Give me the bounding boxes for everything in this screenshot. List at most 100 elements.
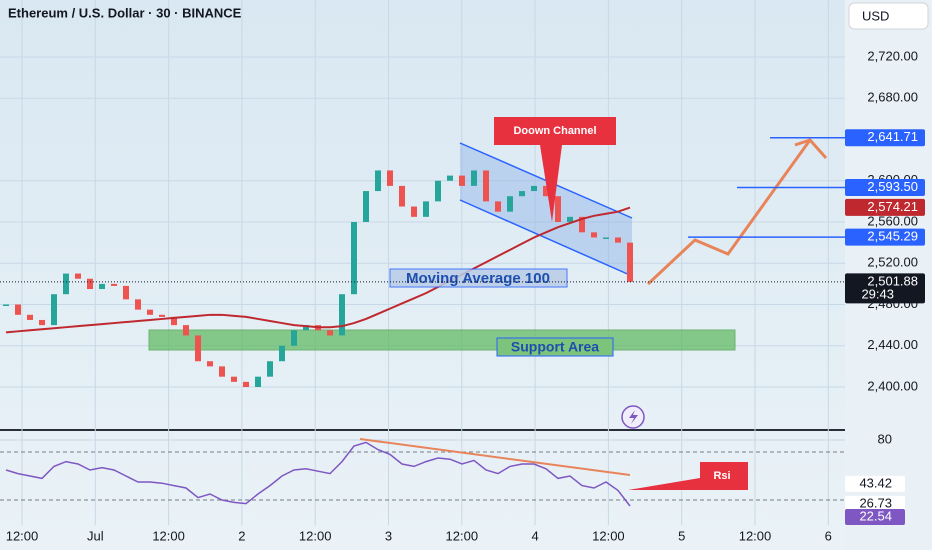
candle xyxy=(543,185,549,197)
rsi-badge xyxy=(845,475,905,492)
support-label-box xyxy=(496,337,614,357)
candle xyxy=(507,196,513,212)
candle xyxy=(15,304,21,315)
time-label: Jul xyxy=(87,528,104,543)
candle xyxy=(219,366,225,377)
price-badge-label: 2,593.50 xyxy=(867,179,918,194)
candle xyxy=(579,216,585,233)
time-label: 6 xyxy=(825,528,832,543)
candle xyxy=(471,170,477,186)
price-badge-label: 2,574.21 xyxy=(867,199,918,214)
price-badge xyxy=(845,178,925,196)
down-channel xyxy=(460,143,632,276)
candle xyxy=(459,175,465,186)
candle xyxy=(63,273,69,295)
rsi-line xyxy=(5,441,631,507)
candle xyxy=(87,278,93,290)
time-label: 4 xyxy=(531,528,538,543)
candle xyxy=(411,206,417,217)
projection xyxy=(646,139,812,286)
candle xyxy=(483,170,489,202)
candle xyxy=(447,175,453,181)
candle xyxy=(339,294,345,336)
moving-average xyxy=(5,206,631,334)
candle xyxy=(207,361,213,367)
price-badge-label: 2,641.71 xyxy=(867,129,918,144)
candle xyxy=(615,237,621,243)
rsi-tick-label: 80 xyxy=(878,431,892,446)
y-tick-label: 2,680.00 xyxy=(867,90,918,105)
callout-text: Doown Channel xyxy=(513,125,596,137)
price-badge xyxy=(845,228,925,246)
time-label: 12:00 xyxy=(6,528,39,543)
candle xyxy=(279,345,285,362)
time-label: 5 xyxy=(678,528,685,543)
lightning-glyph xyxy=(629,410,638,424)
candle xyxy=(555,196,561,222)
callout-text: Rsi xyxy=(713,470,730,482)
candle xyxy=(627,242,633,282)
candle xyxy=(327,330,333,336)
rsi-badge-label: 43.42 xyxy=(859,475,892,490)
candle xyxy=(99,283,105,290)
price-badge xyxy=(845,273,925,304)
ma-label-box xyxy=(389,268,568,288)
rsi-badge-label: 22.54 xyxy=(859,508,892,523)
candle xyxy=(51,294,57,326)
symbol-title: Ethereum / U.S. Dollar · 30 · BINANCE xyxy=(8,5,242,20)
y-tick-label: 2,520.00 xyxy=(867,255,918,270)
candle xyxy=(351,222,357,295)
candle xyxy=(291,330,297,346)
currency: USD xyxy=(862,8,889,23)
candle xyxy=(123,285,129,300)
candle xyxy=(399,185,405,207)
price-badge xyxy=(845,198,925,216)
candle xyxy=(603,237,609,239)
rsi-badge xyxy=(845,508,905,525)
time-label: 3 xyxy=(385,528,392,543)
candle xyxy=(255,376,261,387)
time-label: 12:00 xyxy=(446,528,479,543)
candle xyxy=(3,304,9,306)
candle xyxy=(147,309,153,315)
rsi-trendline xyxy=(359,438,631,476)
candle xyxy=(159,314,165,317)
price-badge-label: 2,545.29 xyxy=(867,229,918,244)
projection-arrow xyxy=(794,138,828,159)
candle xyxy=(363,191,369,222)
candle xyxy=(231,376,237,382)
y-tick-label: 2,440.00 xyxy=(867,337,918,352)
y-tick-label: 2,560.00 xyxy=(867,213,918,228)
rsi-badge xyxy=(845,495,905,512)
candle xyxy=(111,283,117,286)
candle xyxy=(375,170,381,192)
rsi-callout xyxy=(628,462,748,490)
channel-callout xyxy=(494,117,616,222)
support-zone xyxy=(148,329,736,351)
time-label: 12:00 xyxy=(152,528,185,543)
candle xyxy=(183,325,189,336)
candle xyxy=(435,180,441,202)
currency-button[interactable] xyxy=(848,2,929,30)
candle xyxy=(303,325,309,331)
channel-bottom xyxy=(459,199,633,277)
candle xyxy=(423,201,429,217)
y-tick-label: 2,400.00 xyxy=(867,378,918,393)
rsi-badge-label: 26.73 xyxy=(859,495,892,510)
ma-label: Moving Average 100 xyxy=(406,270,550,287)
candle xyxy=(267,361,273,377)
price-badge xyxy=(845,129,925,147)
price-badge-label: 2,501.88 xyxy=(867,273,918,288)
countdown: 29:43 xyxy=(861,286,894,301)
y-tick-label: 2,720.00 xyxy=(867,48,918,63)
candle xyxy=(75,273,81,279)
candle xyxy=(27,314,33,320)
time-label: 12:00 xyxy=(299,528,332,543)
candle xyxy=(195,335,201,362)
candle xyxy=(171,316,177,326)
candle xyxy=(135,299,141,310)
time-label: 12:00 xyxy=(739,528,772,543)
candle xyxy=(387,170,393,186)
